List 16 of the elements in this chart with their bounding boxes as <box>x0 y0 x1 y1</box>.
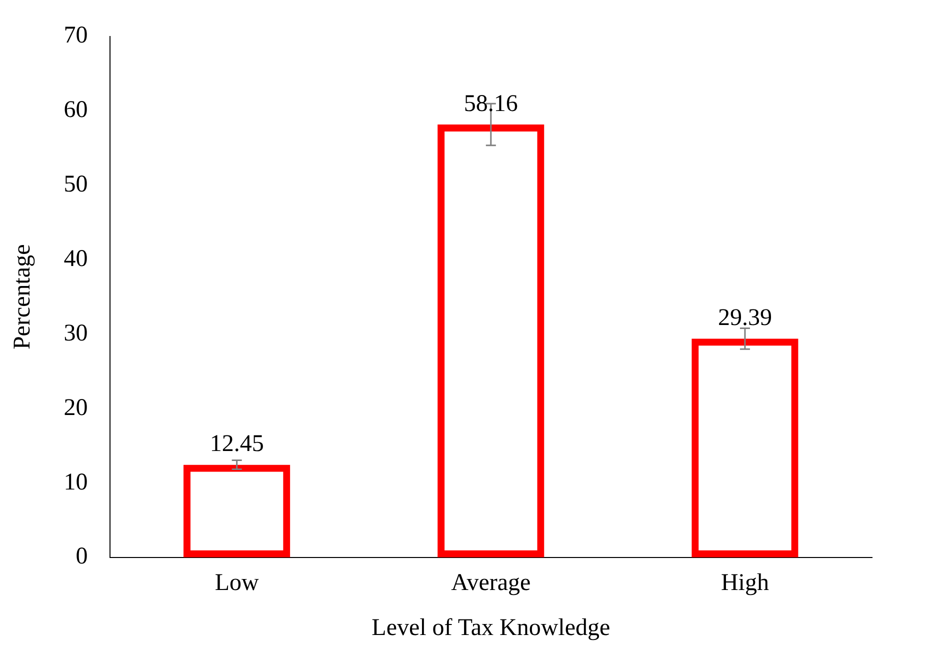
y-tick-label: 40 <box>64 246 88 272</box>
y-axis-title: Percentage <box>10 244 36 350</box>
y-tick-label: 20 <box>64 394 88 421</box>
x-tick-label: Low <box>214 570 260 596</box>
y-tick-label: 60 <box>64 97 88 124</box>
y-tick-label: 50 <box>64 172 88 198</box>
x-tick-label: Average <box>451 570 531 596</box>
data-label: 29.39 <box>718 304 772 331</box>
data-label: 58.16 <box>464 90 518 117</box>
y-tick-label: 30 <box>64 320 88 346</box>
x-tick-label: High <box>720 570 769 596</box>
y-tick-label: 10 <box>64 469 88 496</box>
data-label: 12.45 <box>210 431 264 458</box>
x-axis-title: Level of Tax Knowledge <box>372 614 610 641</box>
y-tick-label: 0 <box>76 544 88 570</box>
y-tick-label: 70 <box>64 22 88 49</box>
